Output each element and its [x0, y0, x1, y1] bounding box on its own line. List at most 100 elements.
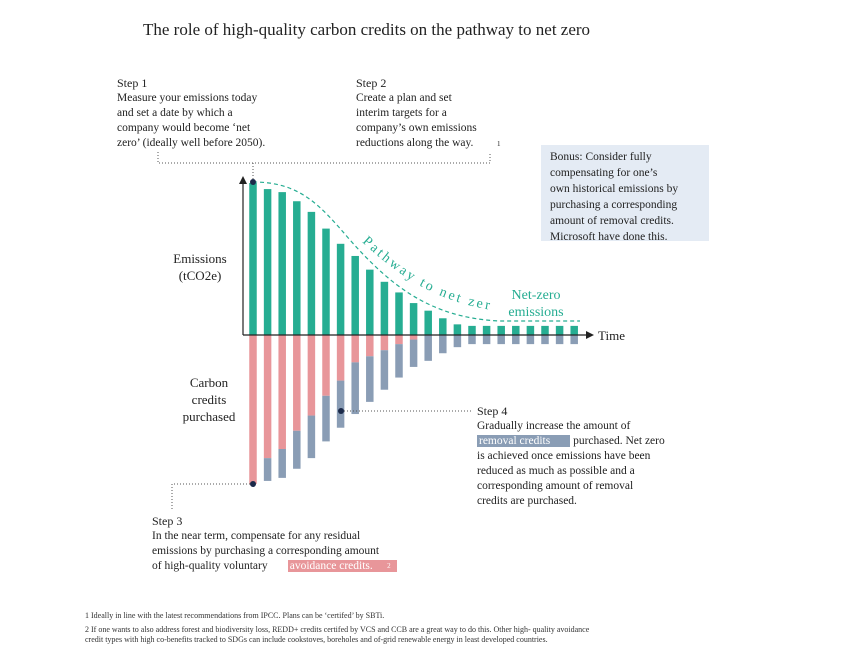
- credits-label: Carbon credits purchased: [170, 374, 248, 425]
- emissions-bar: [453, 324, 462, 335]
- emissions-bar: [482, 325, 491, 335]
- step3-text: In the near term, compensate for any res…: [152, 530, 361, 542]
- avoidance-credits-bar: [263, 335, 272, 459]
- bonus-text: purchasing a corresponding: [550, 199, 678, 211]
- footnote-ref-2: 2: [387, 562, 391, 570]
- removal-credits-bar: [555, 335, 564, 345]
- avoidance-credits-bar: [322, 335, 330, 396]
- step4-text: purchased. Net zero: [573, 435, 665, 447]
- footnote-1: 1 Ideally in line with the latest recomm…: [85, 611, 385, 620]
- removal-credits-bar: [307, 415, 316, 459]
- removal-credits-highlight: removal credits: [477, 435, 571, 447]
- avoidance-credits-bar: [307, 335, 316, 416]
- avoidance-credits-bar: [366, 335, 374, 357]
- emissions-bar: [570, 325, 578, 335]
- bonus-text: amount of removal credits.: [550, 215, 674, 227]
- avoidance-credits-bar: [293, 335, 301, 431]
- emissions-bar: [497, 325, 505, 335]
- step4: Step 4 Gradually increase the amount of …: [477, 404, 677, 509]
- emissions-bar: [322, 228, 330, 335]
- step3-connector: [171, 483, 253, 510]
- step2-text: interim targets for a: [356, 107, 447, 119]
- credits-label-text: credits: [191, 392, 227, 407]
- avoidance-credits-bar: [351, 335, 359, 363]
- removal-credits-bar: [263, 458, 272, 481]
- removal-credits-bar: [351, 362, 359, 415]
- removal-credits-bar: [526, 335, 535, 345]
- emissions-bar: [351, 255, 359, 335]
- removal-credits-bar: [482, 335, 491, 345]
- emissions-bar: [512, 325, 520, 335]
- removal-credits-bar: [380, 350, 389, 390]
- removal-credits-bar: [453, 335, 462, 348]
- removal-credits-bar: [468, 335, 476, 345]
- step4-text: corresponding amount of removal: [477, 480, 634, 492]
- footnote-2-cont: credit types with high co-benefits track…: [85, 635, 548, 644]
- step1-text: and set a date by which a: [117, 107, 233, 119]
- step2: Step 2 Create a plan and set interim tar…: [356, 76, 477, 151]
- emissions-label: Emissions (tCO2e): [165, 250, 235, 284]
- credits-label-text: purchased: [182, 409, 236, 424]
- avoidance-credits-bar: [278, 335, 286, 449]
- step4-text: credits are purchased.: [477, 495, 577, 507]
- step3-text: of high-quality voluntary: [152, 560, 268, 572]
- emissions-bar: [526, 325, 535, 335]
- emissions-bar: [424, 310, 432, 335]
- avoidance-credits-bar: [395, 335, 403, 345]
- bonus-text: compensating for one’s: [550, 167, 658, 179]
- avoidance-credits-bar: [409, 335, 418, 340]
- removal-credits-bar: [439, 335, 447, 354]
- emissions-bar: [366, 269, 374, 335]
- removal-credits-bar: [541, 335, 549, 345]
- emissions-bar: [409, 303, 418, 335]
- x-axis-arrow-icon: [586, 331, 594, 339]
- emissions-bar: [278, 192, 286, 335]
- emissions-bar: [395, 292, 403, 335]
- step1-text: Measure your emissions today: [117, 92, 258, 104]
- bonus-text: Bonus: Consider fully: [550, 151, 652, 163]
- avoidance-credits-bar: [336, 335, 345, 381]
- removal-credits-bar: [278, 449, 286, 478]
- removal-credits-bar: [322, 395, 330, 442]
- step2-text: company’s own emissions: [356, 122, 477, 134]
- net-zero-label: Net-zero emissions: [500, 287, 572, 321]
- step4-text: is achieved once emissions have been: [477, 450, 651, 462]
- emissions-bar: [541, 325, 549, 335]
- step2-text: reductions along the way.: [356, 137, 474, 149]
- emissions-bar: [263, 189, 272, 335]
- step4-dot: [338, 408, 344, 414]
- net-zero-text: emissions: [508, 305, 564, 320]
- emissions-bar: [293, 201, 301, 335]
- removal-credits-bar: [395, 344, 403, 378]
- footnote-2: 2 If one wants to also address forest an…: [85, 625, 590, 634]
- step4-text: reduced as much as possible and a: [477, 465, 635, 477]
- step3: Step 3 In the near term, compensate for …: [152, 514, 472, 574]
- net-zero-text: Net-zero: [511, 288, 561, 303]
- step3-text: emissions by purchasing a corresponding …: [152, 545, 380, 557]
- footnote-ref-1: 1: [497, 140, 501, 148]
- avoidance-credits-highlight: avoidance credits.: [289, 560, 373, 572]
- emissions-bar: [380, 281, 389, 335]
- bonus-box: Bonus: Consider fully compensating for o…: [541, 145, 709, 243]
- removal-credits-bar: [409, 339, 418, 367]
- step4-text: Gradually increase the amount of: [477, 420, 631, 432]
- step1: Step 1 Measure your emissions today and …: [117, 76, 265, 151]
- step1-dot: [250, 179, 256, 185]
- emissions-bar: [439, 318, 447, 335]
- emissions-bar: [468, 325, 476, 335]
- removal-credits-bar: [424, 335, 432, 361]
- removal-credits-bar: [293, 430, 301, 469]
- emissions-label-text: Emissions: [173, 251, 227, 266]
- emissions-bar: [555, 325, 564, 335]
- removal-credits-bar: [497, 335, 505, 345]
- step1-2-connector: [157, 152, 491, 164]
- step3-dot: [250, 481, 256, 487]
- step1-text: company would become ‘net: [117, 122, 251, 134]
- step1-heading: Step 1: [117, 76, 148, 90]
- avoidance-credits-bar: [380, 335, 389, 351]
- removal-credits-bar: [512, 335, 520, 345]
- removal-credits-bar: [570, 335, 578, 345]
- pathway-label: Pathway to net zero: [0, 0, 493, 314]
